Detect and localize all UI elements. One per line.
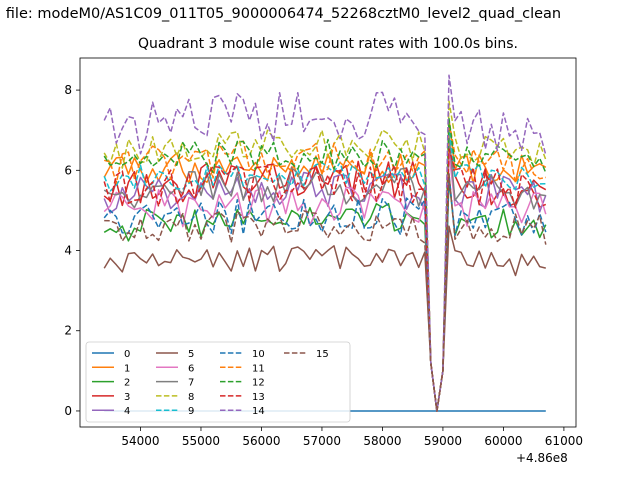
y-tick-label-6: 6 bbox=[64, 163, 72, 177]
legend-label-10: 10 bbox=[252, 349, 265, 360]
legend-label-14: 14 bbox=[252, 406, 265, 417]
legend-label-4: 4 bbox=[124, 406, 130, 417]
legend-label-7: 7 bbox=[188, 378, 194, 389]
y-tick-label-0: 0 bbox=[64, 404, 72, 418]
x-tick-label-56000: 56000 bbox=[242, 434, 280, 448]
y-tick-label-4: 4 bbox=[64, 244, 72, 258]
legend-label-6: 6 bbox=[188, 363, 194, 374]
x-tick-label-57000: 57000 bbox=[303, 434, 341, 448]
series-line-2 bbox=[103, 178, 547, 412]
legend-box bbox=[85, 341, 351, 423]
series-line-1 bbox=[103, 119, 547, 412]
legend-label-13: 13 bbox=[252, 392, 265, 403]
x-tick-label-59000: 59000 bbox=[424, 434, 462, 448]
legend-label-9: 9 bbox=[188, 406, 194, 417]
legend-label-15: 15 bbox=[316, 349, 329, 360]
x-tick-label-60000: 60000 bbox=[484, 434, 522, 448]
x-tick-label-54000: 54000 bbox=[121, 434, 159, 448]
legend-label-8: 8 bbox=[188, 392, 194, 403]
series-line-14 bbox=[103, 74, 547, 412]
x-offset-label: +4.86e8 bbox=[516, 451, 568, 465]
series-line-13 bbox=[103, 148, 547, 412]
x-tick-label-58000: 58000 bbox=[363, 434, 401, 448]
y-tick-label-8: 8 bbox=[64, 83, 72, 97]
x-tick-label-55000: 55000 bbox=[182, 434, 220, 448]
y-tick-label-2: 2 bbox=[64, 324, 72, 338]
figure-suptitle: n file: modeM0/AS1C09_011T05_9000006474_… bbox=[0, 6, 562, 22]
legend-label-11: 11 bbox=[252, 363, 265, 374]
legend-label-3: 3 bbox=[124, 392, 130, 403]
legend-label-12: 12 bbox=[252, 378, 265, 389]
legend-label-5: 5 bbox=[188, 349, 194, 360]
legend-label-0: 0 bbox=[124, 349, 130, 360]
series-line-10 bbox=[103, 173, 547, 412]
legend-label-2: 2 bbox=[124, 378, 130, 389]
series-line-5 bbox=[103, 225, 546, 412]
series-line-12 bbox=[103, 117, 547, 412]
x-tick-label-61000: 61000 bbox=[545, 434, 583, 448]
legend-label-1: 1 bbox=[124, 363, 130, 374]
chart-title: Quadrant 3 module wise count rates with … bbox=[138, 36, 518, 52]
series-line-15 bbox=[104, 173, 547, 412]
series-line-11 bbox=[103, 119, 546, 412]
plot-frame bbox=[79, 57, 577, 428]
